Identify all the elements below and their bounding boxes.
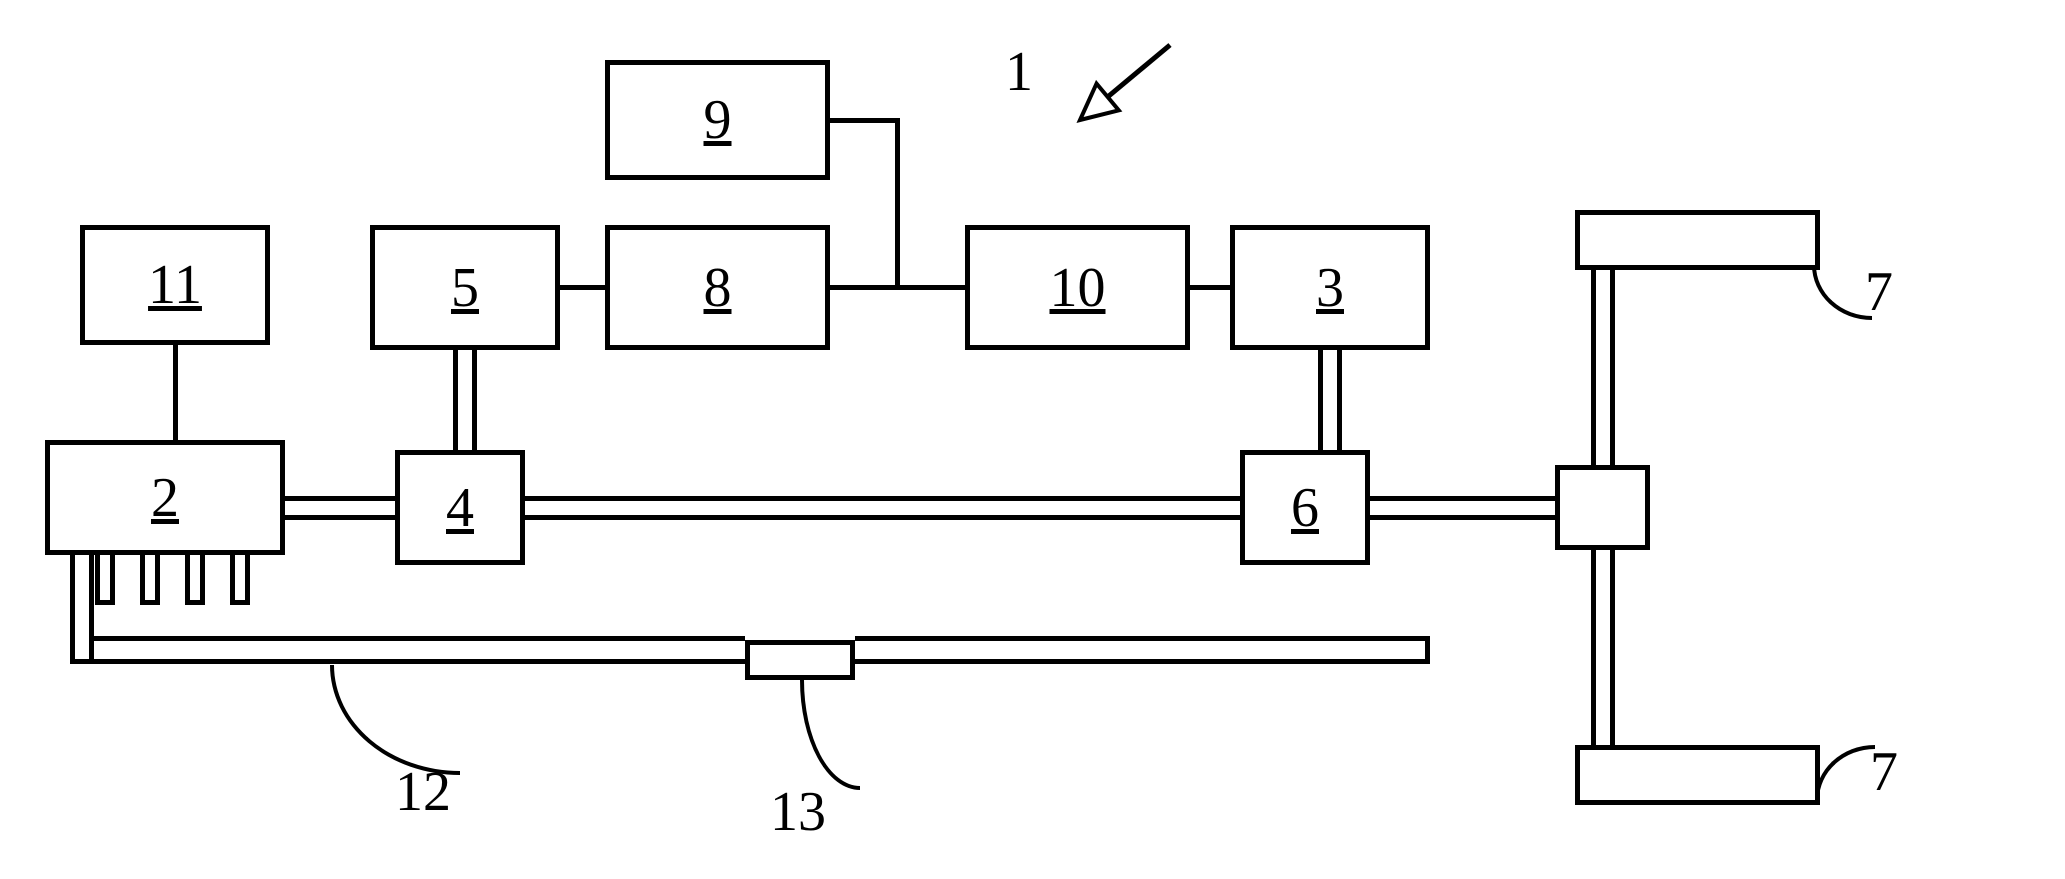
node-label-4: 4	[446, 476, 474, 540]
conn-4-6	[525, 496, 1240, 520]
node-label-11: 11	[148, 253, 202, 317]
node-6: 6	[1240, 450, 1370, 565]
node-label-6: 6	[1291, 476, 1319, 540]
port-0	[95, 555, 115, 605]
node-3: 3	[1230, 225, 1430, 350]
port-1	[140, 555, 160, 605]
conn-9-h	[830, 118, 900, 123]
node-nJ	[1555, 465, 1650, 550]
conn-6-junction	[1370, 496, 1555, 520]
node-n13	[745, 640, 855, 680]
leader-13	[800, 680, 860, 790]
conn-j-top	[1591, 270, 1615, 465]
node-label-2: 2	[151, 466, 179, 530]
label-13: 13	[770, 780, 826, 844]
node-wB	[1575, 745, 1820, 805]
conn-j-10	[898, 285, 966, 290]
leader-12	[330, 665, 460, 775]
conn-9-v	[895, 120, 900, 288]
node-label-8: 8	[704, 256, 732, 320]
label-1: 1	[1005, 40, 1033, 104]
node-label-5: 5	[451, 256, 479, 320]
port-3	[230, 555, 250, 605]
node-8: 8	[605, 225, 830, 350]
conn-2-4	[285, 496, 395, 520]
exhaust-joint-patch	[75, 636, 89, 641]
conn-j-bot	[1591, 550, 1615, 745]
node-9: 9	[605, 60, 830, 180]
leader-7-bot	[1815, 745, 1875, 800]
conn-11-2	[173, 345, 178, 440]
node-5: 5	[370, 225, 560, 350]
node-2: 2	[45, 440, 285, 555]
exhaust-right	[855, 636, 1430, 664]
conn-3-6	[1318, 350, 1342, 450]
conn-5-4	[453, 350, 477, 450]
diagram-canvas: 115891032461771213	[0, 0, 2065, 879]
leader-7-top	[1812, 265, 1872, 320]
conn-8-j	[830, 285, 898, 290]
node-label-9: 9	[704, 88, 732, 152]
node-wT	[1575, 210, 1820, 270]
port-2	[185, 555, 205, 605]
node-label-10: 10	[1050, 256, 1106, 320]
node-4: 4	[395, 450, 525, 565]
conn-5-8	[560, 285, 605, 290]
conn-10-3	[1190, 285, 1230, 290]
node-10: 10	[965, 225, 1190, 350]
exhaust-left	[70, 636, 745, 664]
node-label-3: 3	[1316, 256, 1344, 320]
arrow-1	[1040, 5, 1210, 160]
node-11: 11	[80, 225, 270, 345]
